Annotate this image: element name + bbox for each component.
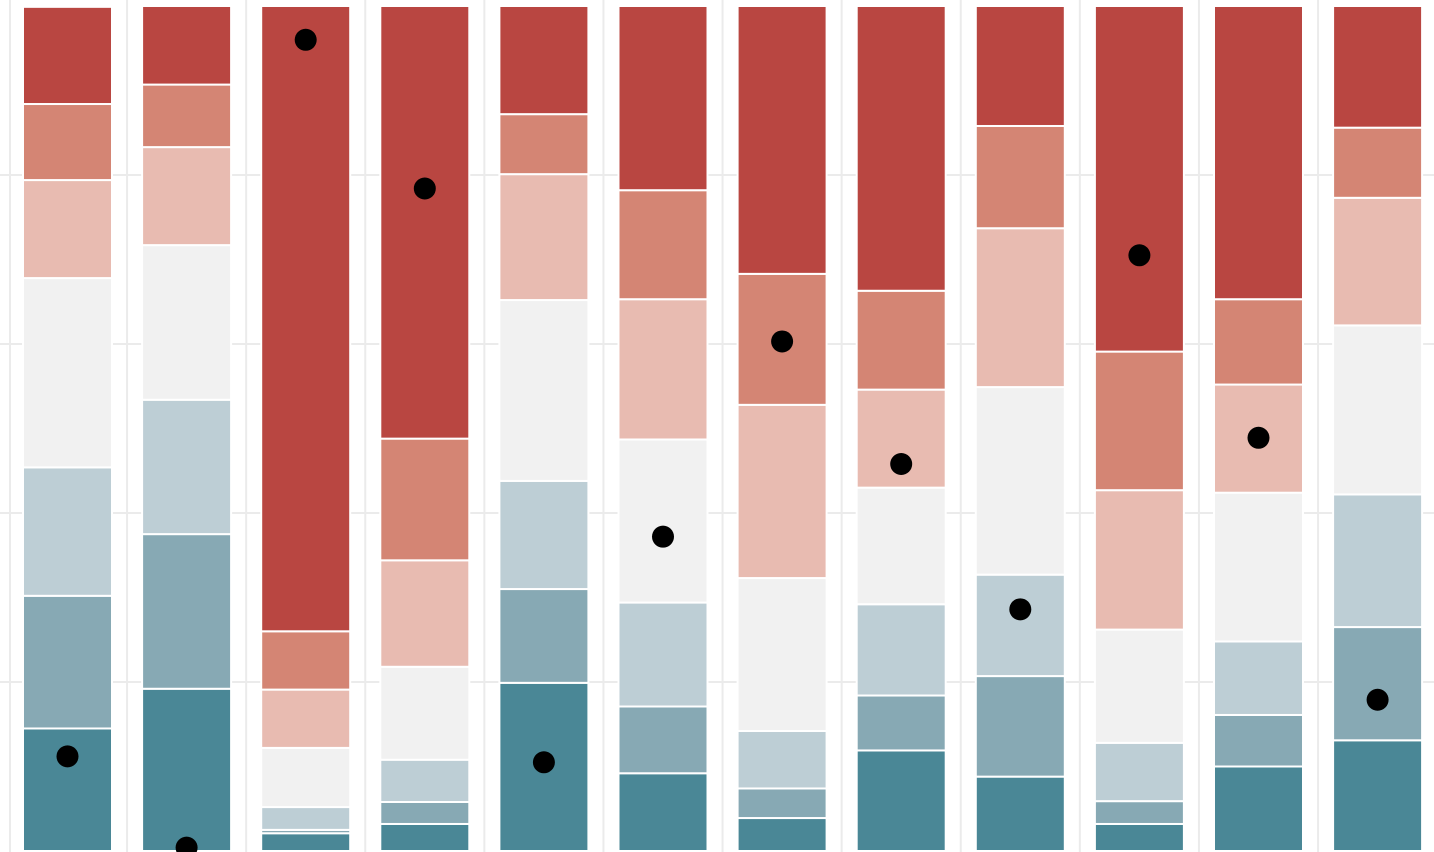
bar-7-segment-5 [855, 289, 947, 391]
bar-0-segment-6 [22, 5, 113, 106]
bar-7-segment-0 [855, 749, 947, 852]
marker-9 [1128, 244, 1151, 267]
bars [22, 5, 1424, 852]
marker-0 [56, 745, 79, 768]
markers [56, 28, 1389, 852]
bar-4-segment-4 [498, 173, 590, 302]
bar-8-segment-3 [974, 386, 1066, 576]
bar-0-segment-5 [22, 103, 113, 182]
marker-7 [890, 452, 913, 475]
bar-6-segment-3 [736, 577, 828, 733]
bar-1-segment-6 [141, 5, 233, 86]
bar-5-segment-6 [617, 5, 709, 192]
bar-2-segment-6 [260, 5, 352, 633]
bar-10-segment-6 [1213, 5, 1304, 301]
marker-6 [771, 330, 794, 353]
bar-2-segment-3 [260, 746, 352, 809]
bar-2-segment-5 [260, 630, 352, 691]
bar-5-segment-1 [617, 705, 709, 775]
bar-3-segment-1 [379, 800, 471, 825]
bar-1-segment-3 [141, 244, 233, 401]
bar-8-segment-5 [974, 124, 1066, 230]
bar-11-segment-2 [1332, 493, 1424, 629]
bar-5-segment-5 [617, 189, 709, 301]
bar-0-segment-3 [22, 277, 113, 469]
bar-5-segment-0 [617, 772, 709, 852]
bar-2-segment-4 [260, 688, 352, 749]
bar-4-segment-1 [498, 588, 590, 684]
marker-1 [175, 836, 198, 852]
bar-10-segment-1 [1213, 713, 1304, 768]
bar-6-segment-6 [736, 5, 828, 275]
bar-11-segment-1 [1332, 626, 1424, 742]
bar-1-segment-0 [141, 687, 233, 852]
marker-3 [413, 177, 436, 200]
bar-11-segment-6 [1332, 5, 1424, 129]
bar-0-segment-4 [22, 179, 113, 280]
bar-4-segment-2 [498, 479, 590, 591]
bar-9-segment-4 [1093, 489, 1185, 631]
bar-8-segment-6 [974, 5, 1066, 127]
bar-10-segment-2 [1213, 640, 1304, 716]
bar-1-segment-2 [141, 398, 233, 536]
bar-7-segment-2 [855, 603, 947, 697]
bar-11-segment-4 [1332, 196, 1424, 327]
bar-6-segment-0 [736, 817, 828, 852]
bar-4-segment-5 [498, 113, 590, 176]
marker-4 [532, 751, 555, 774]
bar-7-segment-3 [855, 486, 947, 606]
bar-8-segment-0 [974, 775, 1066, 852]
bar-1-segment-1 [141, 533, 233, 690]
bar-9-segment-5 [1093, 350, 1185, 492]
bar-9-segment-1 [1093, 800, 1185, 825]
bar-0-segment-1 [22, 594, 113, 730]
bar-3-segment-4 [379, 559, 471, 668]
bar-8-segment-2 [974, 573, 1066, 678]
bar-5-segment-3 [617, 438, 709, 604]
bar-4-segment-3 [498, 299, 590, 482]
bar-2-segment-2 [260, 806, 352, 831]
bar-10-segment-0 [1213, 765, 1304, 852]
marker-5 [652, 525, 674, 548]
bar-3-segment-2 [379, 758, 471, 803]
bar-8-segment-4 [974, 227, 1066, 389]
bar-11-segment-5 [1332, 126, 1424, 199]
marker-10 [1247, 426, 1270, 449]
bar-9-segment-3 [1093, 628, 1185, 744]
bar-9-segment-2 [1093, 741, 1185, 803]
bar-0-segment-2 [22, 466, 113, 597]
bar-6-segment-2 [736, 730, 828, 790]
bar-7-segment-1 [855, 694, 947, 752]
bar-1-segment-5 [141, 83, 233, 149]
bar-3-segment-6 [379, 5, 471, 440]
bar-11-segment-3 [1332, 324, 1424, 496]
marker-8 [1009, 598, 1032, 621]
bar-5-segment-2 [617, 601, 709, 708]
bar-8-segment-1 [974, 675, 1066, 778]
bar-10-segment-5 [1213, 298, 1304, 386]
bar-9-segment-0 [1093, 822, 1185, 852]
bar-5-segment-4 [617, 298, 709, 441]
marker-11 [1366, 688, 1389, 711]
bar-3-segment-5 [379, 437, 471, 562]
bar-3-segment-0 [379, 822, 471, 852]
bar-3-segment-3 [379, 665, 471, 761]
bar-2-segment-0 [260, 832, 352, 852]
bar-9-segment-6 [1093, 5, 1185, 353]
bar-10-segment-3 [1213, 491, 1304, 643]
marker-2 [294, 28, 317, 51]
bar-11-segment-0 [1332, 739, 1424, 852]
bar-6-segment-4 [736, 403, 828, 580]
bar-0-segment-0 [22, 727, 113, 852]
bar-6-segment-1 [736, 787, 828, 820]
bar-4-segment-6 [498, 5, 590, 116]
bar-1-segment-4 [141, 146, 233, 247]
bar-7-segment-6 [855, 5, 947, 292]
